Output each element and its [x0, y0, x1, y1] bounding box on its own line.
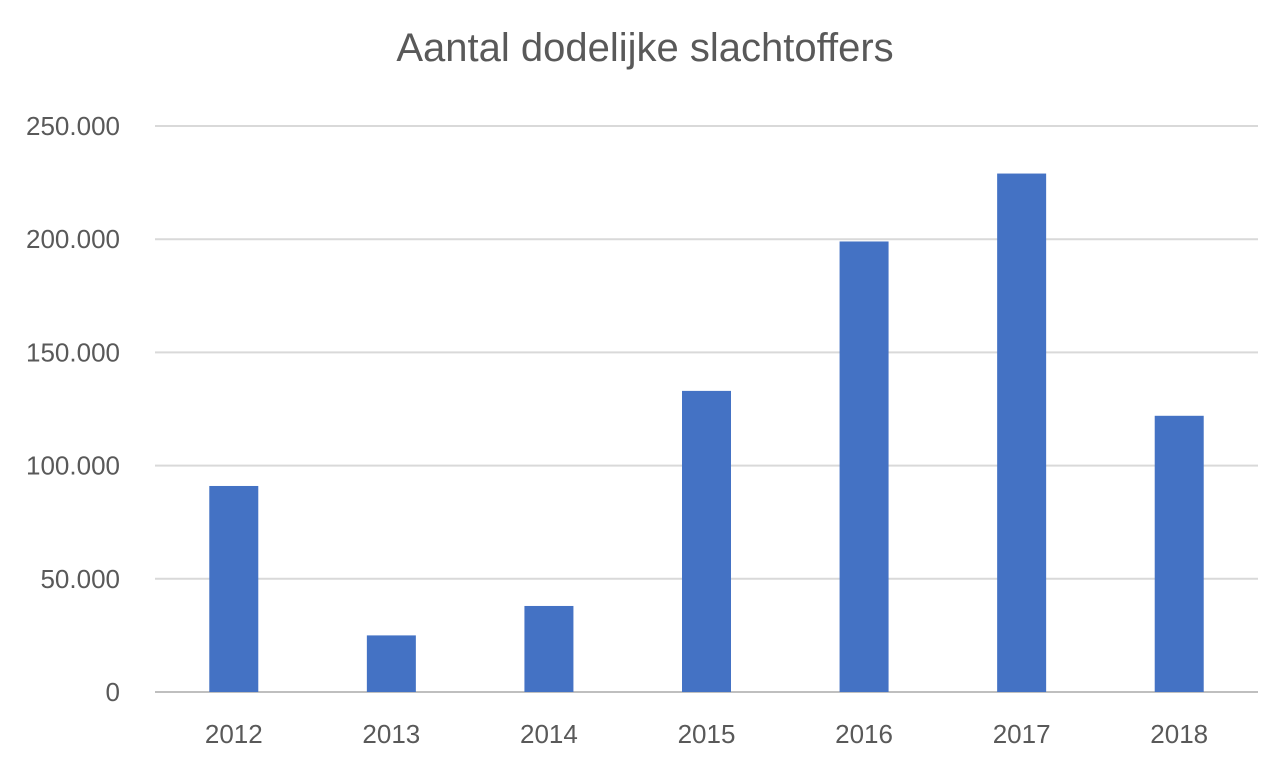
bar-2017 [997, 173, 1047, 692]
y-tick-label: 150.000 [26, 337, 120, 367]
x-tick-label: 2016 [835, 719, 893, 749]
y-axis-ticks: 0 50.000 100.000 150.000 200.000 250.000 [26, 111, 120, 707]
bar-2018 [1154, 415, 1204, 692]
x-tick-label: 2012 [205, 719, 263, 749]
y-tick-label: 250.000 [26, 111, 120, 141]
bars [209, 173, 1204, 693]
bar-2014 [524, 605, 574, 692]
x-tick-label: 2015 [678, 719, 736, 749]
x-axis-ticks: 2012 2013 2014 2015 2016 2017 2018 [205, 719, 1208, 749]
bar-2013 [366, 635, 416, 692]
bar-2015 [682, 390, 731, 692]
x-tick-label: 2017 [993, 719, 1051, 749]
chart-title: Aantal dodelijke slachtoffers [396, 26, 894, 70]
x-tick-label: 2013 [362, 719, 420, 749]
bar-2012 [209, 485, 259, 692]
y-tick-label: 50.000 [40, 564, 120, 594]
x-tick-label: 2018 [1150, 719, 1208, 749]
bar-2016 [839, 241, 889, 693]
y-tick-label: 0 [106, 677, 120, 707]
y-tick-label: 100.000 [26, 451, 120, 481]
y-tick-label: 200.000 [26, 224, 120, 254]
x-tick-label: 2014 [520, 719, 578, 749]
